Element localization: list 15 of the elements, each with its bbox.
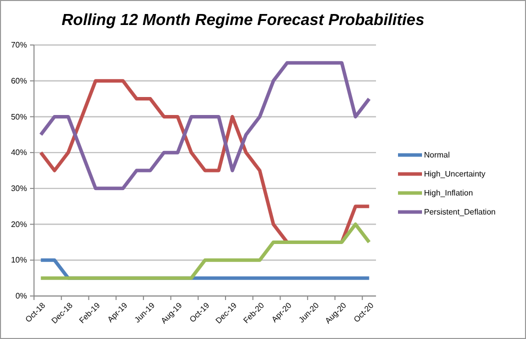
legend-label: Persistent_Deflation (424, 208, 496, 217)
y-tick-label: 30% (10, 184, 27, 193)
y-tick-label: 20% (10, 220, 27, 229)
y-tick-label: 40% (10, 148, 27, 158)
y-tick-label: 70% (10, 40, 27, 50)
line-series (39, 222, 371, 280)
legend-label: Normal (424, 150, 450, 160)
legend-label: High_Inflation (424, 188, 473, 198)
chart-title: Rolling 12 Month Regime Forecast Probabilities (62, 12, 424, 29)
y-tick-label: 50% (10, 112, 27, 122)
y-tick-label: 0% (15, 292, 27, 301)
y-tick-label: 60% (10, 76, 27, 86)
y-tick-label: 10% (10, 256, 27, 265)
legend-label: High_Uncertainty (424, 170, 486, 179)
line-series (39, 61, 371, 190)
